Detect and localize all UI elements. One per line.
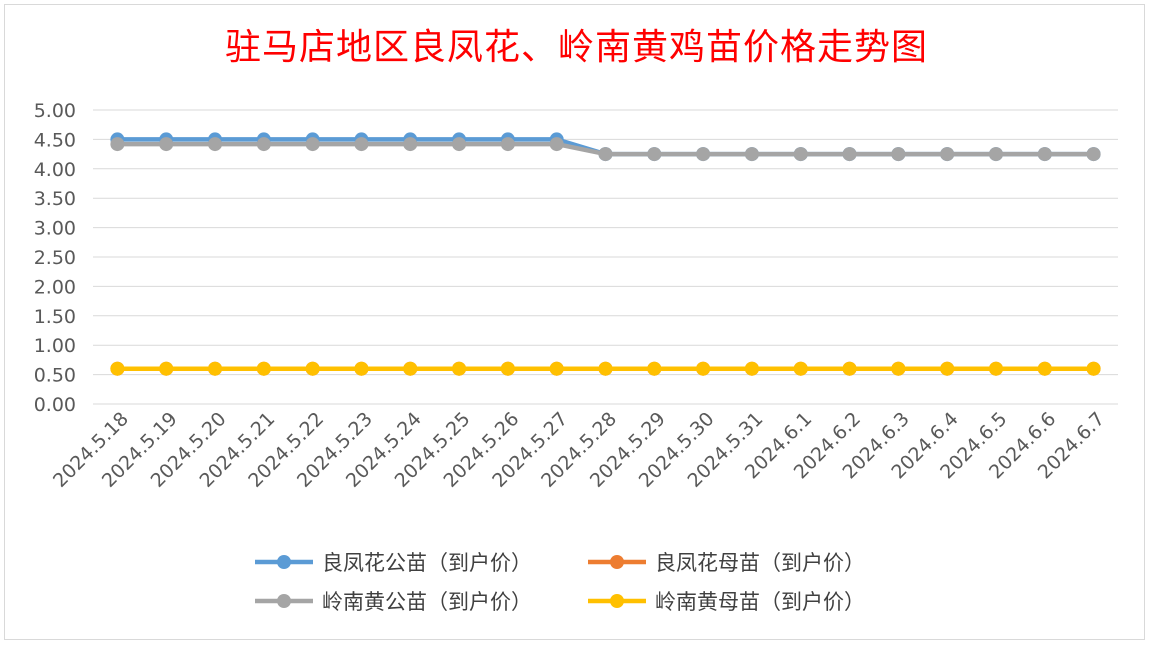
data-point — [647, 361, 662, 376]
data-point — [1037, 361, 1052, 376]
plot-area — [110, 132, 1101, 376]
data-point — [549, 361, 564, 376]
data-point — [208, 361, 223, 376]
data-point — [110, 137, 125, 152]
legend-label: 岭南黄母苗（到户价） — [655, 590, 865, 614]
data-point — [598, 147, 613, 162]
data-point — [988, 147, 1003, 162]
y-tick-label: 0.50 — [34, 365, 76, 387]
data-point — [500, 137, 515, 152]
data-point — [793, 361, 808, 376]
legend-marker — [277, 555, 291, 569]
legend-label: 岭南黄公苗（到户价） — [322, 590, 532, 614]
legend-label: 良凤花公苗（到户价） — [322, 551, 532, 575]
y-tick-label: 5.00 — [34, 100, 76, 122]
data-point — [159, 361, 174, 376]
y-tick-label: 1.00 — [34, 335, 76, 357]
legend-marker — [610, 555, 624, 569]
data-point — [403, 137, 418, 152]
legend-item: 岭南黄母苗（到户价） — [588, 590, 865, 614]
data-point — [500, 361, 515, 376]
data-point — [549, 137, 564, 152]
data-point — [256, 361, 271, 376]
y-tick-label: 3.00 — [34, 218, 76, 240]
data-point — [891, 147, 906, 162]
data-point — [647, 147, 662, 162]
chart-title: 驻马店地区良凤花、岭南黄鸡苗价格走势图 — [224, 27, 928, 68]
x-axis-ticks: 2024.5.182024.5.192024.5.202024.5.212024… — [49, 408, 1109, 492]
data-point — [696, 361, 711, 376]
series-3 — [110, 137, 1101, 162]
legend-item: 良凤花公苗（到户价） — [255, 551, 532, 575]
data-point — [940, 147, 955, 162]
data-point — [354, 361, 369, 376]
data-point — [403, 361, 418, 376]
legend-item: 良凤花母苗（到户价） — [588, 551, 865, 575]
data-point — [1086, 147, 1101, 162]
data-point — [744, 361, 759, 376]
data-point — [744, 147, 759, 162]
data-point — [598, 361, 613, 376]
legend-marker — [610, 594, 624, 608]
y-tick-label: 4.00 — [34, 159, 76, 181]
legend-marker — [277, 594, 291, 608]
data-point — [256, 137, 271, 152]
legend: 良凤花公苗（到户价） 良凤花母苗（到户价） 岭南黄公苗（到户价） 岭南黄母苗（到户价） — [255, 551, 865, 614]
data-point — [1086, 361, 1101, 376]
y-tick-label: 4.50 — [34, 129, 76, 151]
data-point — [696, 147, 711, 162]
y-tick-label: 3.50 — [34, 188, 76, 210]
y-tick-label: 0.00 — [34, 394, 76, 416]
y-tick-label: 2.50 — [34, 247, 76, 269]
series-4 — [110, 361, 1101, 376]
data-point — [940, 361, 955, 376]
data-point — [452, 137, 467, 152]
legend-item: 岭南黄公苗（到户价） — [255, 590, 532, 614]
data-point — [110, 361, 125, 376]
data-point — [354, 137, 369, 152]
data-point — [1037, 147, 1052, 162]
data-point — [305, 137, 320, 152]
data-point — [159, 137, 174, 152]
data-point — [793, 147, 808, 162]
data-point — [452, 361, 467, 376]
data-point — [891, 361, 906, 376]
legend-label: 良凤花母苗（到户价） — [655, 551, 865, 575]
y-axis-ticks: 0.00 0.50 1.00 1.50 2.00 2.50 3.00 3.50 4.00 4.50… — [34, 100, 76, 416]
y-tick-label: 2.00 — [34, 276, 76, 298]
data-point — [208, 137, 223, 152]
data-point — [305, 361, 320, 376]
data-point — [842, 147, 857, 162]
y-tick-label: 1.50 — [34, 306, 76, 328]
data-point — [842, 361, 857, 376]
data-point — [988, 361, 1003, 376]
